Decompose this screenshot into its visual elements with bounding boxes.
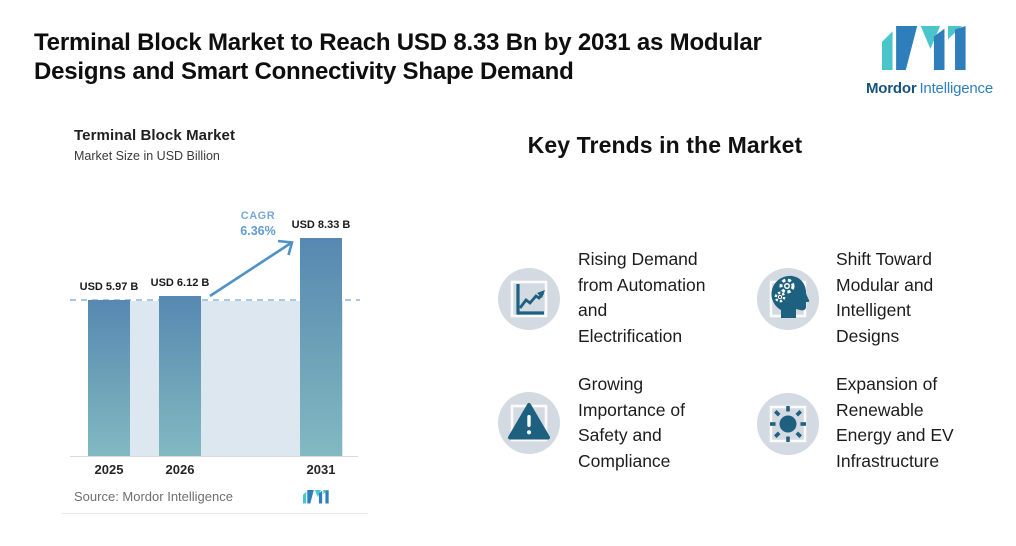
x-tick-label: 2031 (306, 462, 336, 477)
logo-word-mordor: Mordor (866, 80, 917, 97)
x-tick-label: 2026 (165, 462, 195, 477)
source-logo-mark-icon (303, 490, 329, 504)
bar-value-label: USD 6.12 B (150, 277, 210, 289)
head-gears-icon (757, 268, 819, 330)
page-title: Terminal Block Market to Reach USD 8.33 … (34, 29, 762, 85)
reference-dashed-line (70, 299, 360, 301)
growth-arrow-icon (209, 239, 294, 298)
cagr-annotation: CAGR 6.36% (224, 209, 292, 239)
bar-value-label: USD 8.33 B (291, 219, 351, 231)
bar-value-label: USD 5.97 B (79, 281, 139, 293)
bar-2026 (159, 296, 201, 456)
line-chart-icon (498, 268, 560, 330)
chart-subtitle: Market Size in USD Billion (74, 149, 220, 163)
source-attribution: Source: Mordor Intelligence (74, 489, 233, 504)
x-tick-label: 2025 (94, 462, 124, 477)
mordor-intelligence-logo: Mordor Intelligence (866, 26, 993, 97)
trends-heading: Key Trends in the Market (527, 132, 803, 158)
trend-item-safety-compliance: Growing Importance of Safety and Complia… (578, 374, 685, 471)
chart-title: Terminal Block Market (74, 127, 236, 144)
sun-icon (757, 393, 819, 455)
warning-triangle-icon (498, 392, 560, 454)
logo-word-intelligence: Intelligence (919, 80, 993, 97)
x-axis-line (70, 456, 358, 457)
trend-item-automation-electrification: Rising Demand from Automation and Electr… (578, 249, 706, 346)
cagr-label: CAGR (240, 210, 276, 222)
bar-2025 (88, 300, 130, 456)
cagr-value: 6.36% (240, 224, 276, 238)
card-divider (62, 513, 368, 514)
trend-item-renewable-ev: Expansion of Renewable Energy and EV Inf… (836, 374, 954, 471)
logo-wordmark: Mordor Intelligence (866, 80, 993, 97)
trend-item-modular-intelligent: Shift Toward Modular and Intelligent Des… (836, 249, 934, 346)
bar-2031 (300, 238, 342, 456)
